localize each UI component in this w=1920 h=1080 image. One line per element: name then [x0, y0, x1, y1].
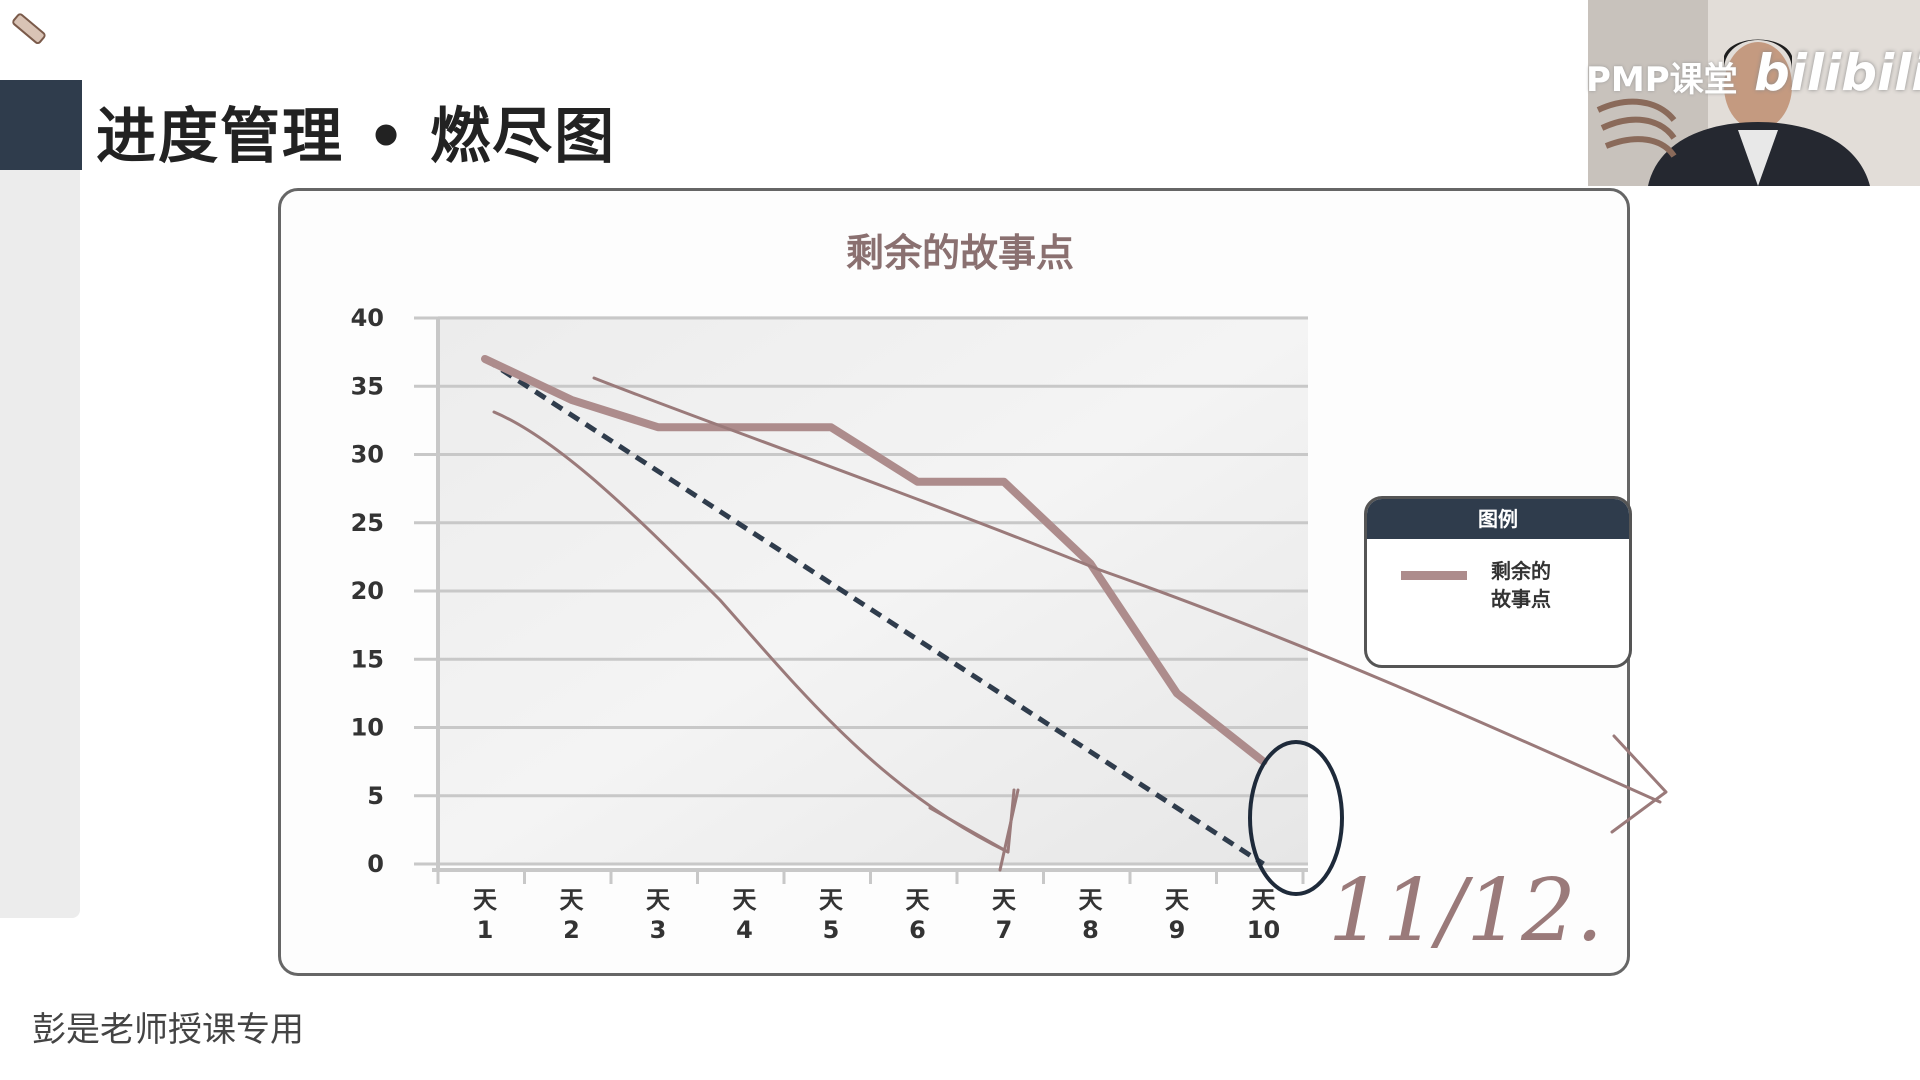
legend-label-line1: 剩余的 — [1491, 559, 1551, 583]
annotation-curve-fast — [492, 410, 1010, 854]
bilibili-logo: bilibili — [1754, 44, 1920, 102]
series-line-remaining-points — [481, 354, 1268, 766]
x-tick-label-top: 天 — [819, 886, 843, 914]
presenter-video-overlay — [1588, 0, 1920, 186]
x-tick-label-bottom: 9 — [1169, 916, 1186, 944]
title-accent-block — [0, 80, 82, 170]
legend-label-line2: 故事点 — [1491, 587, 1551, 611]
annotation-circle — [1248, 740, 1344, 896]
y-tick-label: 35 — [351, 372, 384, 400]
x-tick-label-bottom: 7 — [996, 916, 1013, 944]
y-tick-label: 0 — [367, 850, 384, 878]
x-tick-label-top: 天 — [992, 886, 1016, 914]
x-tick-label-top: 天 — [733, 886, 757, 914]
x-tick-label-top: 天 — [1079, 886, 1103, 914]
annotation-tick-mark — [998, 788, 1020, 872]
page-title: 进度管理 • 燃尽图 — [96, 102, 617, 172]
x-tick-label-bottom: 2 — [563, 916, 580, 944]
presenter-avatar — [1588, 0, 1920, 186]
handwritten-annotations — [492, 376, 1668, 896]
x-tick-label-bottom: 8 — [1082, 916, 1099, 944]
y-tick-label: 40 — [351, 304, 384, 332]
pencil-icon[interactable] — [4, 8, 50, 54]
handwritten-annotation-text: 11/12. — [1328, 861, 1603, 961]
x-tick-label-top: 天 — [906, 886, 930, 914]
legend-series-swatch — [1401, 571, 1467, 580]
y-tick-label: 20 — [351, 577, 384, 605]
x-tick-label-bottom: 4 — [736, 916, 753, 944]
y-tick-label: 10 — [351, 714, 384, 742]
x-tick-label-top: 天 — [560, 886, 584, 914]
course-watermark: PMP课堂 — [1586, 60, 1738, 100]
left-decorative-strip — [0, 168, 80, 918]
x-tick-label-top: 天 — [473, 886, 497, 914]
legend-series-label: 剩余的 故事点 — [1491, 557, 1591, 613]
x-tick-label-bottom: 5 — [823, 916, 840, 944]
ideal-burndown-line — [483, 356, 1265, 867]
x-tick-label-bottom: 6 — [909, 916, 926, 944]
y-tick-label: 5 — [367, 782, 384, 810]
chart-legend: 图例 剩余的 故事点 — [1364, 496, 1632, 668]
footer-note: 彭是老师授课专用 — [32, 1010, 304, 1050]
legend-header: 图例 — [1367, 499, 1629, 539]
y-tick-label: 15 — [351, 645, 384, 673]
x-tick-label-top: 天 — [1165, 886, 1189, 914]
x-tick-label-bottom: 1 — [477, 916, 494, 944]
x-tick-label-top: 天 — [1252, 886, 1276, 914]
x-tick-label-bottom: 3 — [650, 916, 667, 944]
y-tick-label: 25 — [351, 509, 384, 537]
y-tick-label: 30 — [351, 441, 384, 469]
annotation-trend-line — [592, 376, 1662, 804]
x-tick-label-bottom: 10 — [1247, 916, 1280, 944]
x-tick-label-top: 天 — [646, 886, 670, 914]
annotation-arrowhead-trend — [1610, 734, 1668, 834]
chart-title: 剩余的故事点 — [846, 231, 1074, 275]
